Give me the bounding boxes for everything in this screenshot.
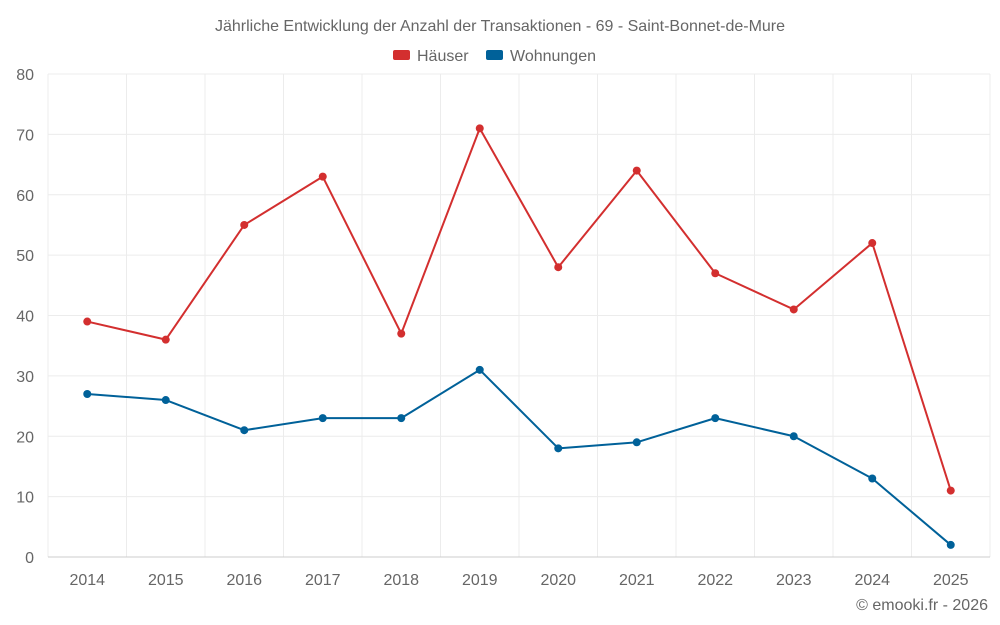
x-tick-label: 2017 — [305, 572, 341, 589]
x-tick-label: 2020 — [540, 572, 576, 589]
data-point-wohnungen[interactable] — [868, 474, 877, 483]
legend-swatch-wohnungen — [486, 50, 503, 60]
data-point-haeuser[interactable] — [554, 263, 563, 272]
data-point-wohnungen[interactable] — [946, 540, 955, 549]
data-point-haeuser[interactable] — [318, 172, 327, 181]
y-tick-label: 20 — [16, 429, 34, 446]
legend[interactable]: Häuser Wohnungen — [393, 48, 596, 65]
y-tick-label: 80 — [16, 67, 34, 84]
x-tick-label: 2024 — [854, 572, 890, 589]
data-point-haeuser[interactable] — [711, 269, 720, 278]
legend-item-haeuser[interactable]: Häuser — [393, 48, 469, 65]
chart-title: Jährliche Entwicklung der Anzahl der Tra… — [215, 18, 785, 35]
y-tick-label: 60 — [16, 188, 34, 205]
y-tick-label: 10 — [16, 490, 34, 507]
y-tick-label: 30 — [16, 369, 34, 386]
data-point-wohnungen[interactable] — [632, 438, 641, 447]
data-point-wohnungen[interactable] — [397, 414, 406, 423]
x-tick-label: 2015 — [148, 572, 184, 589]
y-tick-label: 0 — [25, 550, 34, 567]
legend-swatch-haeuser — [393, 50, 410, 60]
data-point-haeuser[interactable] — [161, 335, 170, 344]
x-tick-label: 2014 — [69, 572, 105, 589]
data-point-haeuser[interactable] — [83, 317, 92, 326]
data-point-haeuser[interactable] — [240, 220, 249, 229]
data-point-wohnungen[interactable] — [161, 396, 170, 405]
grid — [47, 73, 991, 557]
data-point-haeuser[interactable] — [397, 329, 406, 338]
x-tick-label: 2019 — [462, 572, 498, 589]
x-tick-label: 2022 — [697, 572, 733, 589]
x-tick-label: 2018 — [383, 572, 419, 589]
data-point-wohnungen[interactable] — [475, 365, 484, 374]
x-tick-label: 2016 — [226, 572, 262, 589]
data-point-wohnungen[interactable] — [554, 444, 563, 453]
data-point-wohnungen[interactable] — [318, 414, 327, 423]
legend-label-haeuser: Häuser — [417, 48, 469, 65]
data-point-wohnungen[interactable] — [789, 432, 798, 441]
data-point-haeuser[interactable] — [789, 305, 798, 314]
data-point-wohnungen[interactable] — [711, 414, 720, 423]
series-line-wohnungen — [87, 368, 952, 546]
series-line-haeuser — [87, 127, 952, 491]
y-tick-label: 50 — [16, 248, 34, 265]
credit-text: © emooki.fr - 2026 — [856, 597, 988, 614]
legend-label-wohnungen: Wohnungen — [510, 48, 596, 65]
data-point-haeuser[interactable] — [475, 124, 484, 133]
data-point-wohnungen[interactable] — [83, 389, 92, 398]
x-tick-label: 2021 — [619, 572, 655, 589]
series — [83, 124, 955, 549]
legend-item-wohnungen[interactable]: Wohnungen — [486, 48, 596, 65]
y-tick-label: 70 — [16, 127, 34, 144]
data-point-haeuser[interactable] — [632, 166, 641, 175]
axes: 0 10 20 30 40 50 60 70 80 2014 2015 2016 2017 2018 201… — [16, 67, 990, 589]
y-tick-label: 40 — [16, 309, 34, 326]
x-tick-label: 2025 — [933, 572, 969, 589]
data-point-haeuser[interactable] — [946, 486, 955, 495]
data-point-wohnungen[interactable] — [240, 426, 249, 435]
data-point-haeuser[interactable] — [868, 239, 877, 248]
x-tick-label: 2023 — [776, 572, 812, 589]
